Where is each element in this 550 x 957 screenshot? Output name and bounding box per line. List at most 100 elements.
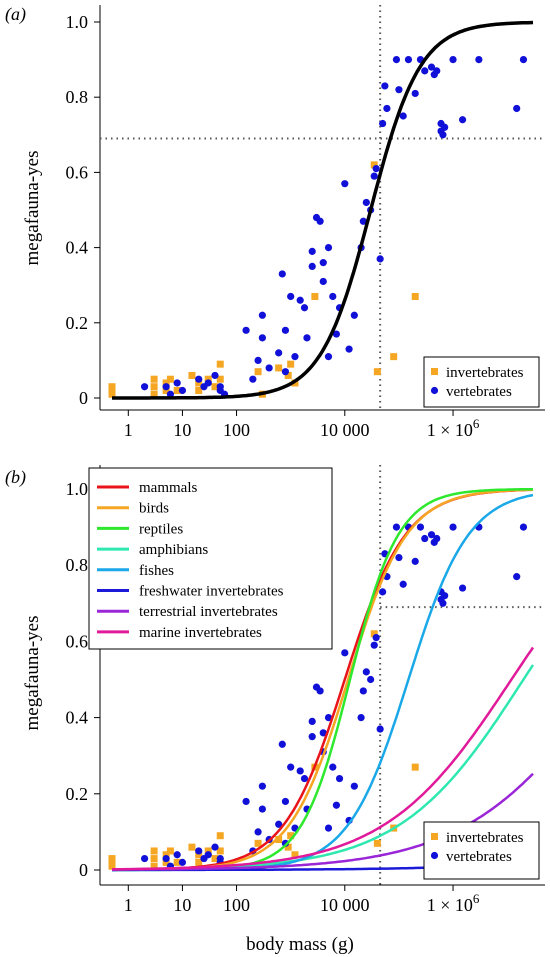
vertebrate-point bbox=[395, 553, 403, 562]
invertebrate-point bbox=[195, 851, 203, 859]
invertebrate-point bbox=[216, 832, 224, 840]
y-tick-label: 0.6 bbox=[66, 162, 89, 182]
marker-legend-box bbox=[423, 356, 540, 408]
x-tick-label: 1 bbox=[124, 420, 133, 440]
x-tick-label: 100 bbox=[223, 420, 250, 440]
curve-legend-label: mammals bbox=[139, 480, 197, 496]
invertebrate-point bbox=[188, 371, 196, 379]
vertebrate-point bbox=[399, 112, 407, 120]
x-tick-label: 1 bbox=[124, 895, 133, 915]
invertebrate-point bbox=[254, 839, 262, 847]
invertebrate-point bbox=[211, 383, 219, 391]
vertebrate-point bbox=[308, 247, 316, 255]
vertebrate-point bbox=[296, 767, 304, 775]
vertebrate-point bbox=[359, 687, 367, 695]
vertebrate-point bbox=[332, 330, 341, 338]
legend-marker-circle bbox=[430, 851, 439, 860]
x-tick-label-exponent: 6 bbox=[473, 416, 480, 431]
vertebrate-point bbox=[392, 56, 401, 64]
vertebrate-point bbox=[254, 356, 262, 364]
marker-legend-label: invertebrates bbox=[446, 365, 524, 381]
vertebrate-point bbox=[383, 104, 391, 113]
invertebrate-point bbox=[287, 832, 295, 840]
vertebrate-point bbox=[427, 63, 436, 71]
vertebrate-point bbox=[324, 353, 333, 361]
invertebrate-point bbox=[162, 858, 170, 866]
panel-b: (b) 0 0.2 0.4 0.6 0.8 1.0 1 10 100 10 000 1 × 106 me… bbox=[5, 465, 545, 915]
invertebrate-point bbox=[188, 843, 196, 851]
vertebrate-point bbox=[140, 854, 149, 863]
vertebrate-point bbox=[258, 805, 266, 813]
vertebrate-point bbox=[275, 349, 283, 357]
curve-legend-label: fishes bbox=[139, 563, 174, 579]
vertebrate-point bbox=[376, 725, 384, 733]
invertebrate-point bbox=[108, 855, 116, 863]
vertebrate-point bbox=[449, 56, 457, 64]
vertebrate-point bbox=[300, 304, 309, 312]
vertebrate-point bbox=[519, 56, 528, 64]
vertebrate-point bbox=[211, 371, 219, 380]
invertebrate-point bbox=[195, 386, 203, 394]
vertebrate-point bbox=[341, 180, 349, 188]
vertebrate-point bbox=[195, 375, 203, 383]
vertebrate-point bbox=[370, 641, 378, 649]
invertebrate-point bbox=[173, 386, 181, 394]
invertebrate-point bbox=[173, 858, 181, 866]
vertebrate-point bbox=[278, 270, 286, 278]
vertebrate-point bbox=[278, 740, 286, 748]
invertebrate-point bbox=[162, 386, 170, 394]
fitted-curve bbox=[112, 20, 534, 400]
invertebrate-point bbox=[162, 379, 170, 387]
y-tick-label: 0.2 bbox=[66, 784, 89, 804]
vertebrate-point bbox=[319, 259, 327, 267]
vertebrate-point bbox=[204, 851, 212, 859]
vertebrate-point bbox=[281, 368, 290, 376]
vertebrate-point bbox=[381, 82, 389, 90]
invertebrate-point bbox=[204, 375, 212, 383]
vertebrate-point bbox=[324, 244, 333, 252]
vertebrate-point bbox=[178, 386, 187, 395]
vertebrate-point bbox=[370, 172, 378, 180]
invertebrate-point bbox=[216, 375, 224, 383]
invertebrate-point bbox=[254, 368, 262, 376]
curve-legend-label: reptiles bbox=[139, 521, 183, 537]
vertebrate-point bbox=[316, 217, 324, 225]
y-tick-label: 0.8 bbox=[66, 87, 89, 107]
vertebrate-point bbox=[275, 820, 283, 828]
legend-marker-circle bbox=[430, 386, 439, 395]
vertebrate-point bbox=[178, 858, 187, 866]
vertebrate-point bbox=[513, 573, 521, 581]
vertebrate-point bbox=[254, 828, 262, 836]
y-tick-label: 0 bbox=[79, 860, 88, 880]
vertebrate-point bbox=[303, 334, 311, 342]
invertebrate-point bbox=[108, 862, 116, 870]
marker-legend-label: invertebrates bbox=[446, 830, 524, 846]
vertebrate-point bbox=[258, 782, 266, 790]
x-tick-label: 100 bbox=[223, 895, 250, 915]
x-tick-label: 1 × 106 bbox=[427, 891, 480, 915]
vertebrate-point bbox=[395, 86, 403, 94]
curve-legend-label: freshwater invertebrates bbox=[139, 584, 284, 600]
vertebrate-point bbox=[249, 375, 257, 383]
x-tick-label: 10 bbox=[173, 420, 191, 440]
invertebrate-point bbox=[108, 386, 116, 394]
vertebrate-point bbox=[421, 67, 429, 75]
invertebrate-point bbox=[390, 353, 398, 361]
vertebrate-point bbox=[162, 383, 170, 391]
vertebrate-point bbox=[513, 104, 521, 113]
invertebrate-point bbox=[108, 858, 116, 866]
vertebrate-point bbox=[324, 714, 333, 722]
vertebrate-point bbox=[439, 131, 447, 139]
vertebrate-point bbox=[216, 383, 224, 391]
curve-legend-box bbox=[88, 467, 333, 650]
vertebrate-point bbox=[341, 649, 349, 657]
vertebrate-point bbox=[427, 531, 436, 539]
curve-legend-label: birds bbox=[139, 501, 169, 517]
vertebrate-point bbox=[329, 292, 337, 301]
vertebrate-point bbox=[329, 763, 337, 771]
vertebrate-point bbox=[140, 383, 149, 391]
y-tick-label: 1.0 bbox=[66, 479, 89, 499]
vertebrate-point bbox=[399, 580, 407, 588]
y-tick-label: 0.8 bbox=[66, 555, 89, 575]
